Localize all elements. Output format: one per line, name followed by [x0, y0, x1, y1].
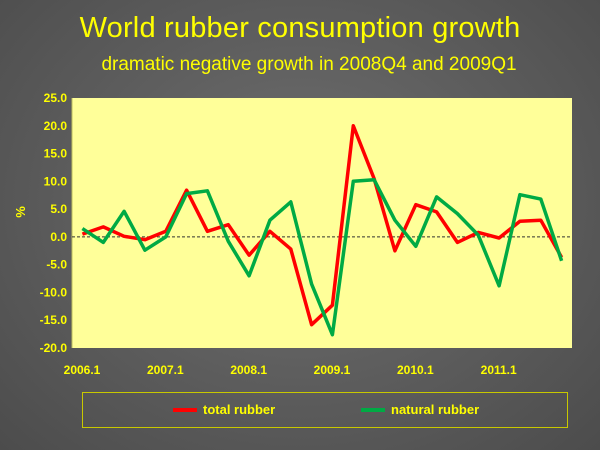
- legend-label-natural-rubber: natural rubber: [391, 402, 480, 417]
- series-line-natural-rubber: [81, 177, 564, 337]
- legend-swatch-natural-rubber: [361, 407, 385, 412]
- y-tick-label: 10.0: [44, 174, 68, 188]
- y-axis-label: %: [13, 206, 28, 218]
- x-tick-label: 2009.1: [314, 363, 351, 377]
- y-tick-label: 0.0: [50, 230, 67, 244]
- y-tick-label: -20.0: [40, 341, 68, 355]
- y-tick-label: 15.0: [44, 147, 68, 161]
- x-tick-label: 2011.1: [481, 363, 517, 377]
- series-line-total-rubber: [81, 124, 564, 327]
- chart-title: World rubber consumption growth: [79, 12, 521, 44]
- x-tick-label: 2010.1: [397, 363, 434, 377]
- y-tick-label: 25.0: [44, 91, 68, 105]
- x-tick-label: 2008.1: [230, 363, 267, 377]
- legend-swatch-total-rubber: [173, 407, 197, 412]
- chart-subtitle: dramatic negative growth in 2008Q4 and 2…: [101, 54, 517, 75]
- legend: total rubber natural rubber: [82, 392, 568, 428]
- y-tick-label: -15.0: [40, 313, 68, 327]
- y-tick-label: -10.0: [40, 285, 68, 299]
- x-tick-label: 2006.1: [64, 363, 101, 377]
- legend-label-total-rubber: total rubber: [203, 402, 276, 417]
- legend-item-natural-rubber: natural rubber: [361, 402, 479, 417]
- legend-item-total-rubber: total rubber: [173, 402, 275, 417]
- y-tick-label: 5.0: [50, 202, 67, 216]
- x-tick-label: 2007.1: [147, 363, 184, 377]
- y-tick-label: 20.0: [44, 119, 68, 133]
- y-tick-label: -5.0: [46, 258, 67, 272]
